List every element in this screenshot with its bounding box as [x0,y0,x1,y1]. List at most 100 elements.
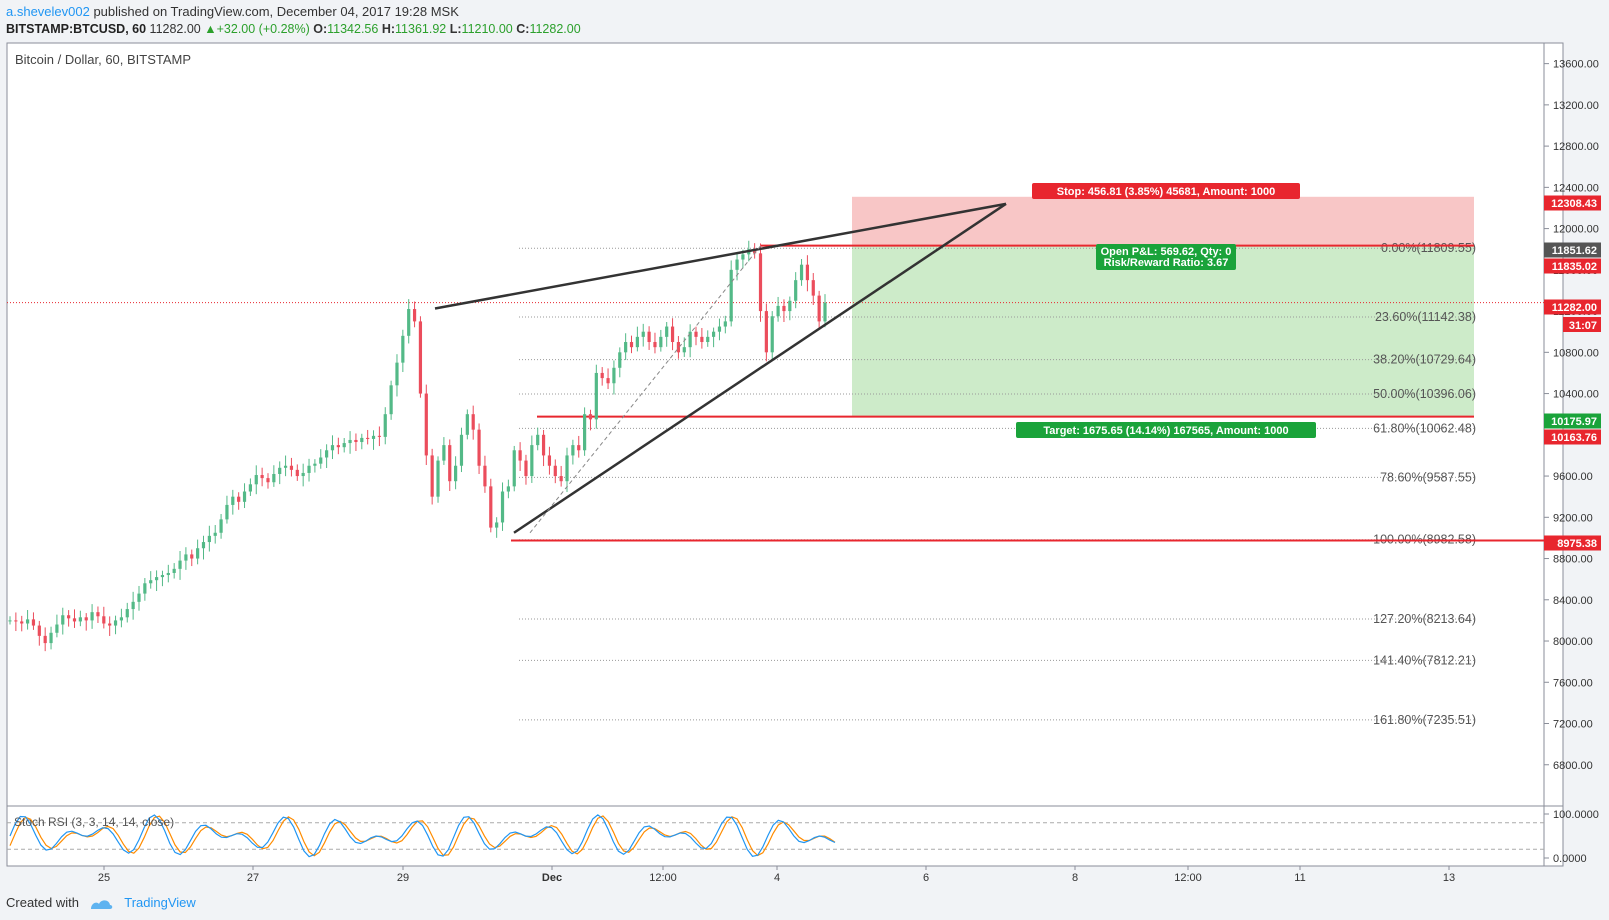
candle-body [600,372,604,379]
candle-body [436,460,440,497]
tradingview-link[interactable]: TradingView [124,895,196,910]
candle-body [272,473,276,483]
fib-level-label: 50.00%(10396.06) [1373,387,1476,401]
stop-label: Stop: 456.81 (3.85%) 45681, Amount: 1000 [1057,186,1275,198]
chart-title: Bitcoin / Dollar, 60, BITSTAMP [15,52,191,67]
y-tick-label: 12000.00 [1553,224,1599,236]
target-label-bg [1016,422,1316,438]
candle-body [512,450,516,487]
candle-body [412,309,417,322]
fib-level-label: 141.40%(7812.21) [1373,653,1476,667]
candle-body [407,309,411,336]
candle-body [465,414,469,435]
candle-body [588,414,593,420]
price-marker-label: 8975.38 [1557,538,1597,550]
pnl-label: Open P&L: 569.62, Qty: 0 [1101,246,1232,258]
candle-body [154,577,159,581]
candle-body [184,554,188,561]
lower-trendline[interactable] [513,202,1007,534]
candle-body [201,542,206,549]
candle-body [811,280,815,296]
candle-body [278,467,282,474]
price-marker-label: 10175.97 [1551,416,1597,428]
price-marker [1544,299,1601,315]
candle-body [213,532,217,536]
candle-body [207,535,211,543]
candle-body [489,486,493,528]
candle-body [67,615,71,619]
candle-body [483,465,487,487]
candle-body [770,316,774,353]
candle-body [283,465,288,468]
low-value: 11210.00 [461,22,513,36]
created-with-label: Created with [6,895,79,910]
candle-body [401,335,405,363]
candle-body [571,445,575,456]
candle-body [178,560,182,569]
fib-retracement[interactable]: 0.00%(11809.55) 23.60%(11142.38) 38.20%(10… [519,241,1476,727]
candle-body [500,491,505,523]
candle-body [242,491,247,502]
candle-body [670,326,675,343]
candle-body [430,455,434,497]
candle-body [799,264,804,281]
candle-body [237,496,241,502]
candle-body [377,435,381,437]
price-marker-label: 12308.43 [1551,198,1597,210]
x-tick-label: 29 [397,872,409,884]
y-tick-label: 10800.00 [1553,347,1599,359]
candle-body [817,295,821,322]
candle-body [96,612,100,617]
candle-body [583,414,587,451]
countdown-label: 31:07 [1569,320,1597,332]
y-tick-label: 10400.00 [1553,389,1599,401]
candle-body [55,624,59,633]
x-tick-label: 25 [98,872,110,884]
candle-body [618,352,622,368]
x-tick-label: 6 [923,872,929,884]
fib-level-label: 161.80%(7235.51) [1373,713,1476,727]
candle-body [624,342,628,353]
candle-body [729,269,733,322]
candle-body [172,568,176,573]
candle-body [119,617,124,621]
y-tick-label: 7600.00 [1553,677,1593,689]
candle-body [131,601,135,610]
trendlines[interactable] [434,202,1007,534]
candle-body [84,617,88,621]
up-arrow-icon: ▲ [204,22,217,36]
upper-trendline[interactable] [434,202,1007,310]
candle-body [647,331,651,343]
y-tick-label: 8800.00 [1553,554,1593,566]
time-axis: 25 27 29 Dec 12:00 4 6 8 12:00 11 13 [98,866,1455,884]
price-marker [1544,195,1601,211]
candle-body [342,443,346,448]
candle-body [805,264,810,281]
candle-body [31,619,36,626]
candle-body [553,465,557,477]
pnl-box [1096,244,1236,270]
candle-body [143,583,147,594]
candle-body [137,593,141,602]
price-marker [1544,258,1601,274]
x-tick-label: 8 [1072,872,1078,884]
price-marker [1544,535,1601,551]
candle-body [301,472,305,477]
author-link[interactable]: a.shevelev002 [6,4,90,19]
y-tick-label: 9200.00 [1553,512,1593,524]
candle-body [319,457,323,464]
candle-body [325,450,329,458]
candle-body [354,439,358,443]
position-labels: Stop: 456.81 (3.85%) 45681, Amount: 1000… [1016,183,1316,438]
change-value: +32.00 (+0.28%) [216,22,310,36]
ohlc-line: BITSTAMP:BTCUSD, 60 11282.00 ▲+32.00 (+0… [6,22,581,36]
footer: Created with TradingView [6,895,196,911]
candle-body [782,305,786,312]
candle-body [594,372,598,420]
candle-body [641,331,645,337]
position-zones [7,196,1544,417]
candle-body [471,414,475,430]
candle-body [72,618,77,622]
candle-body [61,615,65,625]
